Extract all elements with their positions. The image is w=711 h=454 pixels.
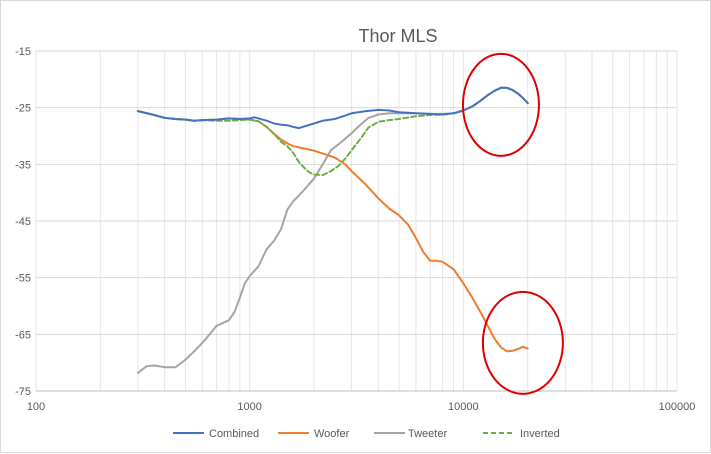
- x-tick-label: 100000: [659, 401, 696, 413]
- y-tick-label: -75: [15, 386, 31, 398]
- x-tick-label: 100: [27, 401, 45, 413]
- series-line-tweeter: [136, 86, 529, 374]
- y-tick-label: -15: [15, 46, 31, 58]
- legend: Combined Woofer Tweeter Inverted: [173, 428, 560, 440]
- legend-label-inverted: Inverted: [520, 428, 560, 440]
- y-tick-label: -35: [15, 159, 31, 171]
- y-tick-label: -25: [15, 103, 31, 115]
- y-tick-label: -65: [15, 329, 31, 341]
- y-tick-label: -45: [15, 216, 31, 228]
- series-line-woofer: [136, 110, 529, 353]
- series-lines: [136, 86, 529, 374]
- legend-label-combined: Combined: [209, 428, 259, 440]
- annotation-circles: [461, 52, 564, 395]
- legend-label-woofer: Woofer: [314, 428, 350, 440]
- annotation-ellipse: [481, 290, 564, 395]
- grid-lines: [35, 50, 678, 391]
- annotation-ellipse: [461, 52, 540, 157]
- legend-label-tweeter: Tweeter: [408, 428, 447, 440]
- x-tick-label: 10000: [448, 401, 479, 413]
- axes: -15 -25 -35 -45 -55 -65 -75 100 1000 10000 100000: [15, 46, 695, 413]
- series-line-combined: [136, 86, 529, 130]
- x-tick-label: 1000: [237, 401, 261, 413]
- chart-title: Thor MLS: [358, 26, 437, 46]
- y-tick-label: -55: [15, 273, 31, 285]
